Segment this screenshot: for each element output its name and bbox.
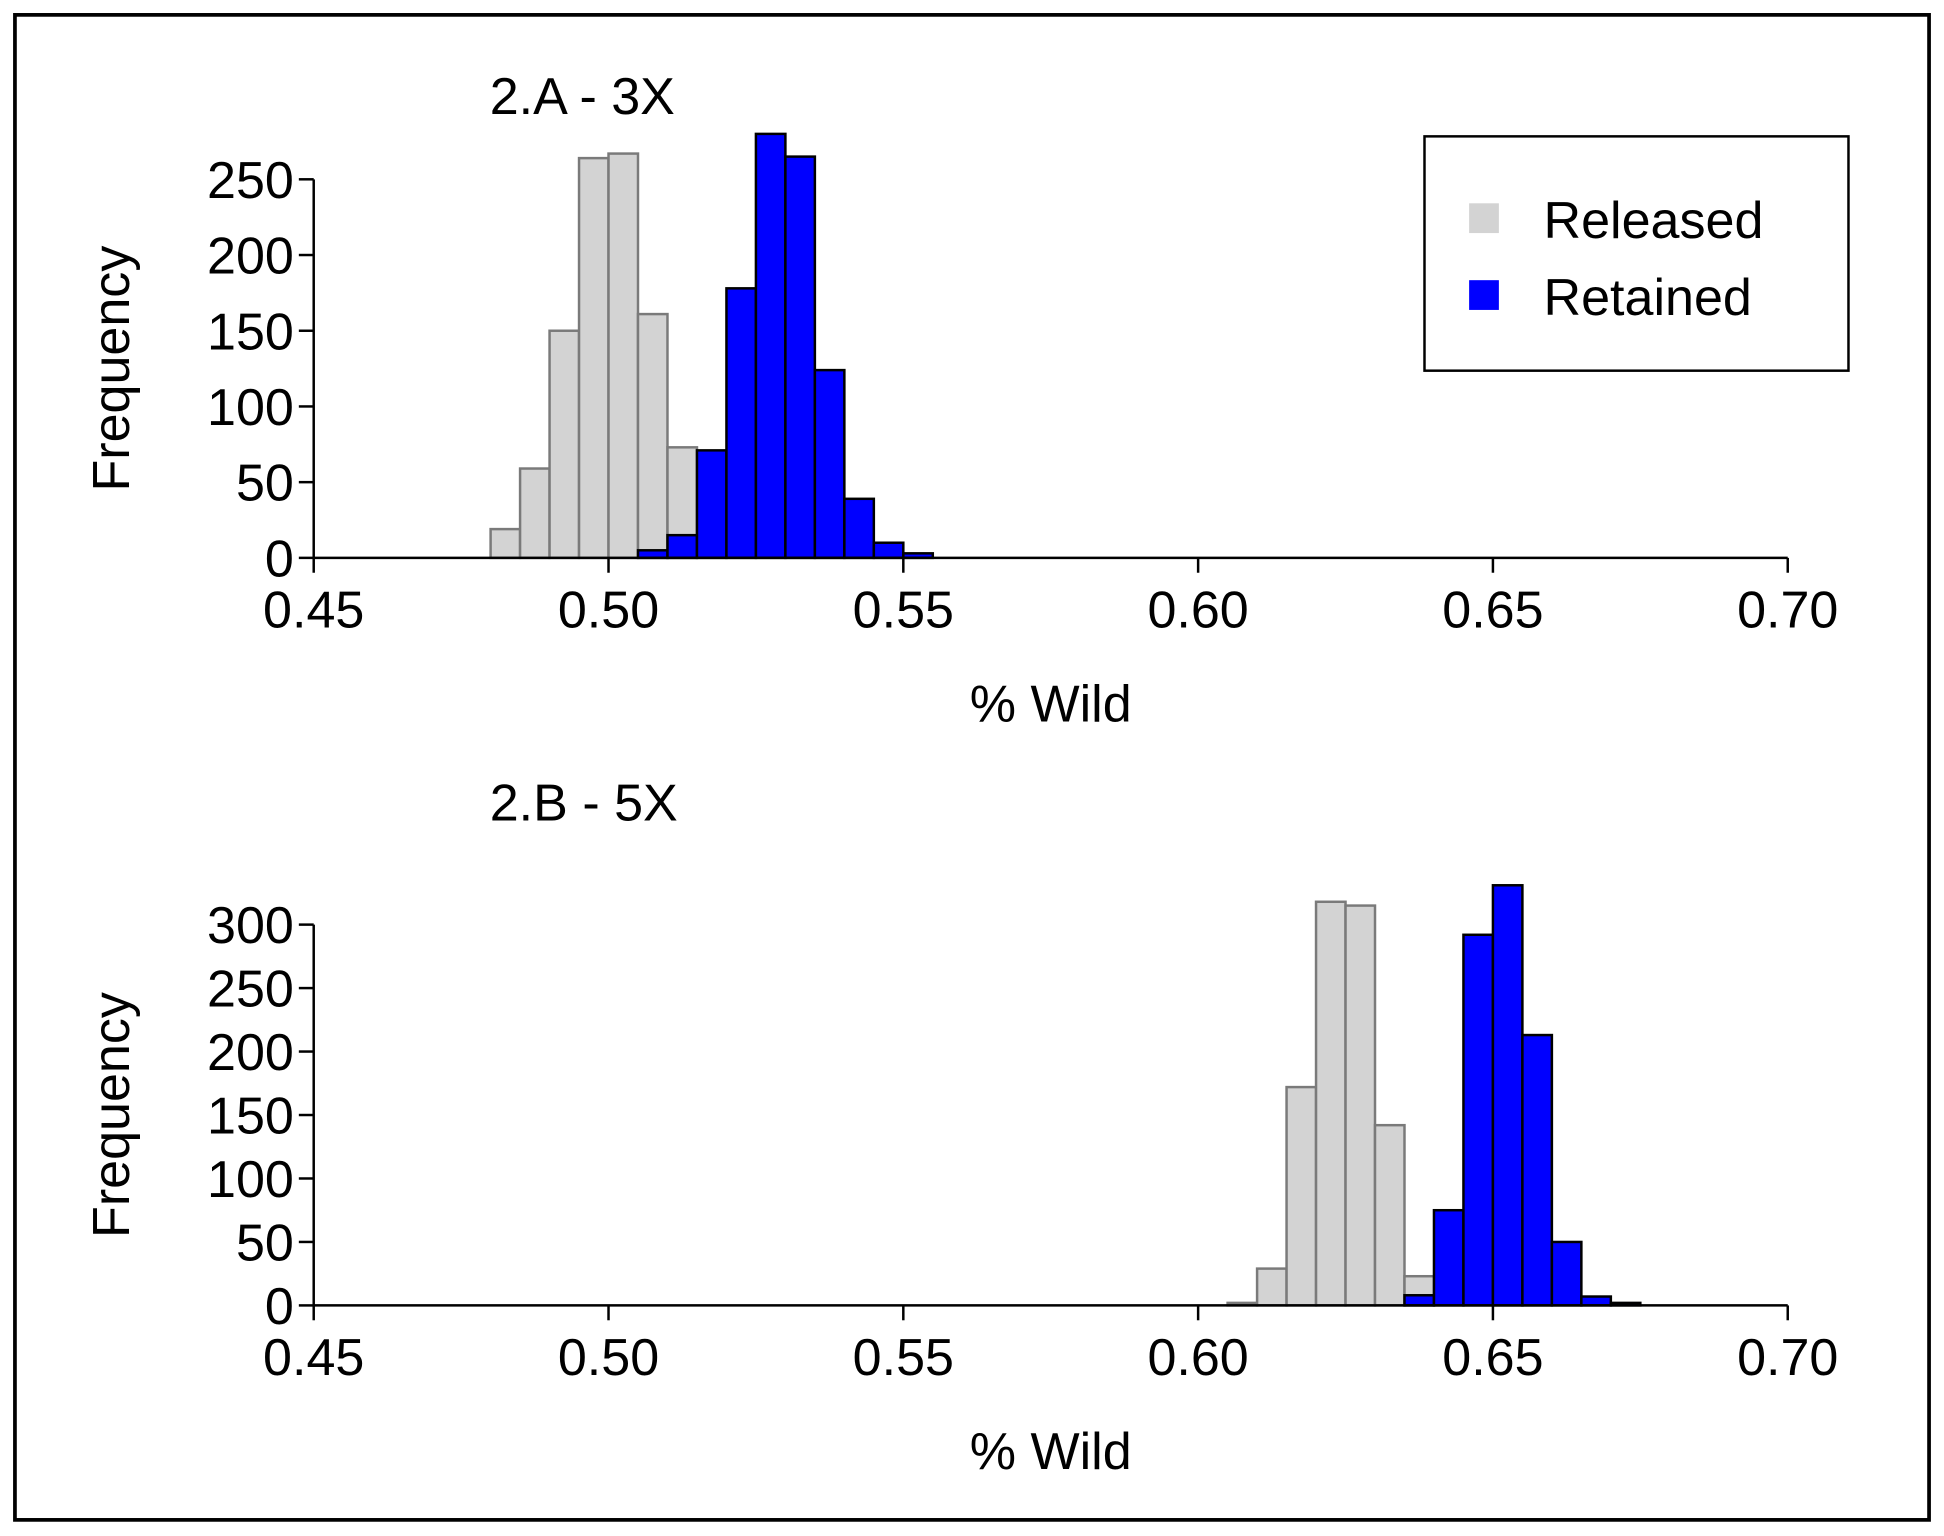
y-tick-label: 50: [236, 1215, 294, 1273]
legend-label: Released: [1544, 192, 1764, 250]
y-tick-label: 200: [207, 1024, 294, 1082]
bar: [548, 329, 581, 560]
x-tick-label: 0.55: [853, 1329, 954, 1387]
x-tick-label: 0.55: [853, 581, 954, 639]
bar: [1285, 1085, 1318, 1307]
bar: [489, 527, 522, 560]
bar: [1432, 1208, 1465, 1307]
y-tick-label: 0: [265, 1278, 294, 1336]
y-tick-label: 250: [207, 961, 294, 1019]
chart-title: 2.A - 3X: [490, 68, 675, 126]
y-axis-label: Frequency: [83, 992, 141, 1238]
bar: [1255, 1267, 1288, 1307]
y-tick-label: 250: [207, 152, 294, 210]
x-tick-label: 0.65: [1442, 1329, 1543, 1387]
bar: [636, 312, 669, 560]
x-axis-label: % Wild: [970, 676, 1132, 734]
y-tick-label: 200: [207, 228, 294, 286]
y-tick-label: 150: [207, 1088, 294, 1146]
x-axis-label: % Wild: [970, 1423, 1132, 1481]
x-tick-label: 0.65: [1442, 581, 1543, 639]
bar: [1521, 1033, 1554, 1307]
y-tick-label: 100: [207, 379, 294, 437]
bar: [577, 156, 610, 560]
x-tick-label: 0.50: [558, 1329, 659, 1387]
y-tick-label: 300: [207, 897, 294, 955]
x-tick-label: 0.60: [1147, 1329, 1248, 1387]
bar: [1373, 1123, 1406, 1307]
frame: [13, 13, 1931, 1522]
bar: [843, 497, 876, 560]
legend-swatch: [1469, 280, 1499, 310]
y-tick-label: 150: [207, 303, 294, 361]
bar: [1344, 904, 1377, 1307]
bar: [607, 152, 640, 560]
bar: [784, 155, 817, 560]
bar: [1462, 933, 1495, 1307]
legend-swatch: [1469, 203, 1499, 234]
bar: [1550, 1240, 1583, 1307]
x-tick-label: 0.70: [1737, 581, 1838, 639]
x-tick-label: 0.70: [1737, 1329, 1838, 1387]
bar: [1403, 1294, 1436, 1307]
bar: [1580, 1295, 1613, 1307]
bar: [872, 541, 905, 560]
bar: [666, 533, 699, 560]
legend-box: [1423, 135, 1850, 372]
x-tick-label: 0.45: [263, 581, 364, 639]
bar: [725, 287, 758, 560]
legend-label: Retained: [1544, 269, 1752, 327]
bar: [1314, 900, 1347, 1307]
y-tick-label: 50: [236, 455, 294, 513]
bar: [754, 132, 787, 560]
y-axis-label: Frequency: [83, 246, 141, 492]
bar: [1491, 884, 1524, 1307]
x-tick-label: 0.60: [1147, 581, 1248, 639]
y-tick-label: 100: [207, 1151, 294, 1209]
bar: [518, 467, 551, 560]
y-tick-label: 0: [265, 530, 294, 588]
x-tick-label: 0.50: [558, 581, 659, 639]
bar: [695, 449, 728, 560]
chart-title: 2.B - 5X: [490, 775, 678, 833]
bar: [813, 368, 846, 560]
x-tick-label: 0.45: [263, 1329, 364, 1387]
